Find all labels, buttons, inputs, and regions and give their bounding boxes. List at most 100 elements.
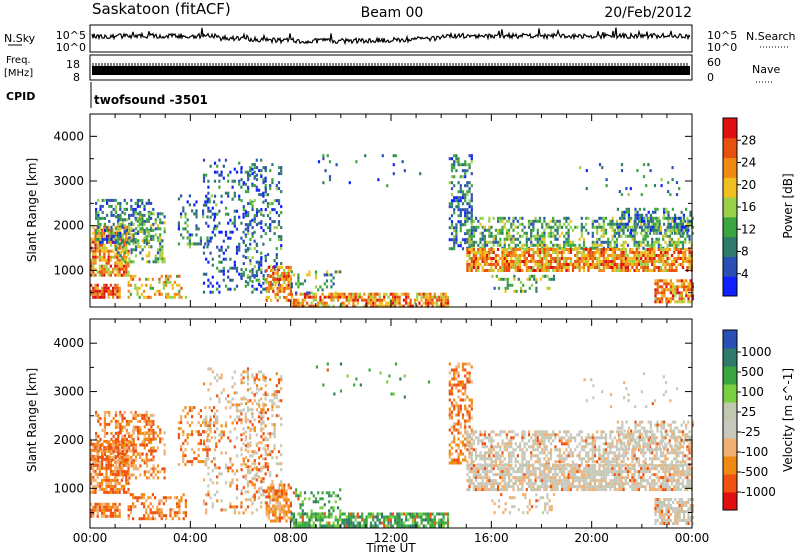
power-cell [501, 225, 504, 229]
velocity-cell [251, 414, 254, 418]
power-cell [424, 295, 428, 299]
velocity-cell [247, 459, 250, 463]
power-cell [622, 254, 625, 257]
power-cell [600, 251, 603, 254]
velocity-cell [97, 446, 100, 450]
power-cell [656, 300, 659, 304]
power-cell [154, 292, 157, 296]
power-cell [258, 268, 261, 272]
velocity-cell [218, 397, 221, 401]
power-cell [249, 247, 252, 251]
velocity-cell [109, 481, 112, 485]
power-cell [578, 237, 581, 241]
power-cell [453, 244, 456, 248]
power-cell [383, 304, 386, 308]
power-cell [266, 193, 270, 197]
power-cell [227, 212, 230, 216]
velocity-cell [132, 505, 135, 509]
power-cell [472, 254, 475, 257]
power-cell [332, 292, 335, 296]
power-cell [276, 298, 279, 302]
power-cell [522, 289, 525, 293]
power-cell [213, 200, 216, 204]
power-cell [224, 284, 228, 288]
power-cell [235, 284, 239, 288]
power-cell [123, 260, 127, 264]
power-cell [96, 286, 99, 290]
power-cell [646, 254, 649, 257]
velocity-cell [211, 469, 214, 473]
power-cell [600, 260, 603, 263]
power-cell [213, 179, 217, 183]
power-cell [159, 248, 162, 252]
power-cell [671, 216, 674, 220]
velocity-cell [128, 434, 131, 438]
power-cell [258, 280, 261, 284]
power-cell [519, 260, 522, 263]
velocity-cell [110, 431, 113, 435]
power-cell [207, 242, 210, 246]
power-cell [622, 251, 625, 254]
power-cell [112, 213, 115, 217]
power-cell [682, 231, 685, 235]
power-cell [637, 260, 641, 263]
power-cell [641, 225, 644, 229]
power-cell [567, 234, 570, 238]
power-cell [450, 175, 454, 179]
power-cell [505, 257, 508, 260]
power-cell [673, 269, 676, 272]
power-cell [543, 219, 546, 223]
velocity-cell [191, 460, 194, 464]
power-cell [601, 166, 604, 170]
power-cell [492, 234, 495, 238]
power-cell [613, 257, 616, 260]
power-cell [160, 274, 163, 278]
velocity-cell [173, 514, 176, 518]
power-cell [636, 216, 639, 220]
power-cell [637, 257, 641, 260]
power-cell [205, 194, 208, 198]
power-cell [295, 301, 298, 305]
velocity-cell [178, 517, 181, 521]
power-cell [596, 237, 599, 241]
power-cell [648, 257, 652, 260]
power-cell [103, 273, 106, 277]
velocity-cell [152, 446, 155, 450]
velocity-cell [121, 467, 124, 471]
velocity-cell [95, 410, 98, 414]
power-cell [596, 228, 599, 232]
power-cell [486, 243, 489, 247]
power-cell [132, 277, 135, 281]
power-cell [640, 240, 643, 244]
power-cell [691, 297, 694, 301]
power-cell [207, 239, 210, 243]
power-cell [328, 292, 331, 296]
power-cell [538, 248, 542, 251]
power-cell [119, 227, 122, 231]
power-cell [103, 198, 106, 202]
power-colorbar-tick-label: 16 [741, 200, 756, 214]
velocity-cell [258, 405, 261, 409]
power-cell [525, 251, 528, 254]
power-cell [622, 225, 625, 229]
velocity-cell [107, 475, 110, 479]
power-cell [322, 181, 325, 185]
power-cell [625, 187, 628, 191]
velocity-cell [249, 469, 252, 473]
power-cell [165, 277, 168, 281]
velocity-cell [90, 514, 93, 518]
velocity-cell [127, 508, 130, 512]
velocity-cell [152, 458, 155, 462]
power-cell [541, 251, 544, 254]
power-cell [654, 294, 657, 298]
velocity-cell [218, 466, 221, 470]
power-cell [492, 251, 495, 254]
velocity-cell [118, 490, 121, 494]
power-cell [274, 295, 277, 299]
power-cell [644, 260, 647, 263]
power-cell [163, 215, 166, 219]
power-cell [159, 233, 162, 237]
velocity-cell [159, 428, 162, 432]
power-cell [505, 231, 508, 235]
power-cell [276, 280, 279, 284]
